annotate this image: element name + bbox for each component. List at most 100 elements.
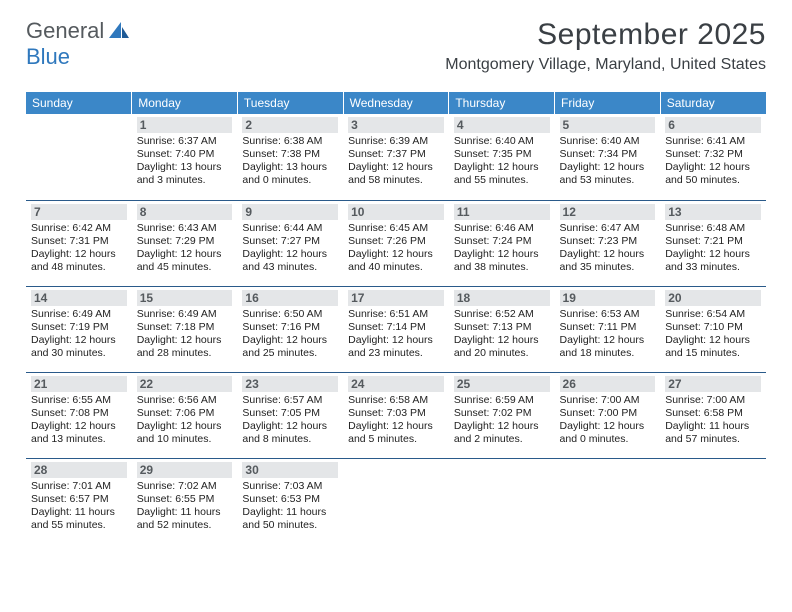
calendar-day-cell: 26 Sunrise: 7:00 AMSunset: 7:00 PMDayligh…: [555, 372, 661, 458]
day-info: Sunrise: 6:39 AMSunset: 7:37 PMDaylight:…: [348, 135, 444, 188]
calendar-page: General September 2025 Montgomery Villag…: [0, 0, 792, 554]
calendar-day-cell: [26, 114, 132, 200]
day-info: Sunrise: 6:47 AMSunset: 7:23 PMDaylight:…: [560, 222, 656, 275]
day-number: 26: [560, 376, 656, 392]
day-info: Sunrise: 6:43 AMSunset: 7:29 PMDaylight:…: [137, 222, 233, 275]
day-number: 4: [454, 117, 550, 133]
weekday-header: Wednesday: [343, 92, 449, 114]
calendar-day-cell: 27Sunrise: 7:00 AMSunset: 6:58 PMDayligh…: [660, 372, 766, 458]
location: Montgomery Village, Maryland, United Sta…: [445, 56, 766, 74]
day-number: 2: [242, 117, 338, 133]
calendar-week-row: 21Sunrise: 6:55 AMSunset: 7:08 PMDayligh…: [26, 372, 766, 458]
day-info: Sunrise: 6:56 AMSunset: 7:06 PMDaylight:…: [137, 394, 233, 447]
calendar-body: 1Sunrise: 6:37 AMSunset: 7:40 PMDaylight…: [26, 114, 766, 544]
day-info: Sunrise: 6:45 AMSunset: 7:26 PMDaylight:…: [348, 222, 444, 275]
day-number: 21: [31, 376, 127, 392]
day-info: Sunrise: 7:03 AMSunset: 6:53 PMDaylight:…: [242, 480, 338, 533]
day-info: Sunrise: 6:59 AMSunset: 7:02 PMDaylight:…: [454, 394, 550, 447]
day-number: 13: [665, 204, 761, 220]
calendar-day-cell: 29 Sunrise: 7:02 AMSunset: 6:55 PMDayligh…: [132, 458, 238, 544]
calendar-day-cell: 2 Sunrise: 6:38 AMSunset: 7:38 PMDaylight…: [237, 114, 343, 200]
weekday-header: Tuesday: [237, 92, 343, 114]
calendar-day-cell: 6 Sunrise: 6:41 AMSunset: 7:32 PMDaylight…: [660, 114, 766, 200]
day-number: 11: [454, 204, 550, 220]
day-number: 3: [348, 117, 444, 133]
day-info: Sunrise: 6:58 AMSunset: 7:03 PMDaylight:…: [348, 394, 444, 447]
day-info: Sunrise: 6:51 AMSunset: 7:14 PMDaylight:…: [348, 308, 444, 361]
day-number: 20: [665, 290, 761, 306]
day-info: Sunrise: 6:54 AMSunset: 7:10 PMDaylight:…: [665, 308, 761, 361]
weekday-header-row: SundayMondayTuesdayWednesdayThursdayFrid…: [26, 92, 766, 114]
day-number: 12: [560, 204, 656, 220]
calendar-day-cell: 12 Sunrise: 6:47 AMSunset: 7:23 PMDayligh…: [555, 200, 661, 286]
day-number: 28: [31, 462, 127, 478]
day-info: Sunrise: 6:53 AMSunset: 7:11 PMDaylight:…: [560, 308, 656, 361]
day-number: 1: [137, 117, 233, 133]
calendar-day-cell: 18 Sunrise: 6:52 AMSunset: 7:13 PMDayligh…: [449, 286, 555, 372]
weekday-header: Sunday: [26, 92, 132, 114]
day-number: 19: [560, 290, 656, 306]
calendar-day-cell: 3 Sunrise: 6:39 AMSunset: 7:37 PMDaylight…: [343, 114, 449, 200]
day-info: Sunrise: 6:52 AMSunset: 7:13 PMDaylight:…: [454, 308, 550, 361]
day-info: Sunrise: 6:48 AMSunset: 7:21 PMDaylight:…: [665, 222, 761, 275]
calendar-week-row: 7 Sunrise: 6:42 AMSunset: 7:31 PMDaylight…: [26, 200, 766, 286]
calendar-week-row: 1Sunrise: 6:37 AMSunset: 7:40 PMDaylight…: [26, 114, 766, 200]
weekday-header: Saturday: [660, 92, 766, 114]
day-number: 8: [137, 204, 233, 220]
calendar-day-cell: 28 Sunrise: 7:01 AMSunset: 6:57 PMDayligh…: [26, 458, 132, 544]
day-info: Sunrise: 6:57 AMSunset: 7:05 PMDaylight:…: [242, 394, 338, 447]
day-number: 10: [348, 204, 444, 220]
day-number: 14: [31, 290, 127, 306]
calendar-week-row: 28 Sunrise: 7:01 AMSunset: 6:57 PMDayligh…: [26, 458, 766, 544]
day-info: Sunrise: 7:02 AMSunset: 6:55 PMDaylight:…: [137, 480, 233, 533]
weekday-header: Monday: [132, 92, 238, 114]
calendar-day-cell: 13 Sunrise: 6:48 AMSunset: 7:21 PMDayligh…: [660, 200, 766, 286]
day-number: 23: [242, 376, 338, 392]
day-info: Sunrise: 7:01 AMSunset: 6:57 PMDaylight:…: [31, 480, 127, 533]
calendar-day-cell: 20 Sunrise: 6:54 AMSunset: 7:10 PMDayligh…: [660, 286, 766, 372]
calendar-day-cell: 14Sunrise: 6:49 AMSunset: 7:19 PMDayligh…: [26, 286, 132, 372]
weekday-header: Thursday: [449, 92, 555, 114]
day-info: Sunrise: 6:38 AMSunset: 7:38 PMDaylight:…: [242, 135, 338, 188]
day-number: 29: [137, 462, 233, 478]
day-number: 30: [242, 462, 338, 478]
day-info: Sunrise: 6:42 AMSunset: 7:31 PMDaylight:…: [31, 222, 127, 275]
day-number: 16: [242, 290, 338, 306]
day-number: 6: [665, 117, 761, 133]
day-number: 18: [454, 290, 550, 306]
calendar-day-cell: 10 Sunrise: 6:45 AMSunset: 7:26 PMDayligh…: [343, 200, 449, 286]
day-number: 25: [454, 376, 550, 392]
logo: General: [26, 18, 132, 44]
day-number: 17: [348, 290, 444, 306]
day-info: Sunrise: 6:49 AMSunset: 7:18 PMDaylight:…: [137, 308, 233, 361]
calendar-day-cell: 24Sunrise: 6:58 AMSunset: 7:03 PMDayligh…: [343, 372, 449, 458]
calendar-day-cell: 30 Sunrise: 7:03 AMSunset: 6:53 PMDayligh…: [237, 458, 343, 544]
calendar-day-cell: 16 Sunrise: 6:50 AMSunset: 7:16 PMDayligh…: [237, 286, 343, 372]
day-number: 7: [31, 204, 127, 220]
calendar-day-cell: 1Sunrise: 6:37 AMSunset: 7:40 PMDaylight…: [132, 114, 238, 200]
calendar-day-cell: [555, 458, 661, 544]
day-info: Sunrise: 6:40 AMSunset: 7:35 PMDaylight:…: [454, 135, 550, 188]
day-info: Sunrise: 7:00 AMSunset: 7:00 PMDaylight:…: [560, 394, 656, 447]
calendar-day-cell: 19 Sunrise: 6:53 AMSunset: 7:11 PMDayligh…: [555, 286, 661, 372]
day-info: Sunrise: 6:44 AMSunset: 7:27 PMDaylight:…: [242, 222, 338, 275]
day-number: 5: [560, 117, 656, 133]
calendar-day-cell: 25 Sunrise: 6:59 AMSunset: 7:02 PMDayligh…: [449, 372, 555, 458]
calendar-day-cell: 23 Sunrise: 6:57 AMSunset: 7:05 PMDayligh…: [237, 372, 343, 458]
calendar-day-cell: 9 Sunrise: 6:44 AMSunset: 7:27 PMDaylight…: [237, 200, 343, 286]
day-info: Sunrise: 6:40 AMSunset: 7:34 PMDaylight:…: [560, 135, 656, 188]
month-title: September 2025: [445, 18, 766, 52]
calendar-week-row: 14Sunrise: 6:49 AMSunset: 7:19 PMDayligh…: [26, 286, 766, 372]
day-number: 9: [242, 204, 338, 220]
day-info: Sunrise: 6:50 AMSunset: 7:16 PMDaylight:…: [242, 308, 338, 361]
calendar-table: SundayMondayTuesdayWednesdayThursdayFrid…: [26, 92, 766, 544]
day-info: Sunrise: 6:41 AMSunset: 7:32 PMDaylight:…: [665, 135, 761, 188]
logo-text-blue: Blue: [26, 44, 70, 69]
calendar-day-cell: 15Sunrise: 6:49 AMSunset: 7:18 PMDayligh…: [132, 286, 238, 372]
day-info: Sunrise: 6:46 AMSunset: 7:24 PMDaylight:…: [454, 222, 550, 275]
calendar-day-cell: 7 Sunrise: 6:42 AMSunset: 7:31 PMDaylight…: [26, 200, 132, 286]
sail-icon: [108, 21, 130, 44]
weekday-header: Friday: [555, 92, 661, 114]
calendar-day-cell: 5 Sunrise: 6:40 AMSunset: 7:34 PMDaylight…: [555, 114, 661, 200]
calendar-day-cell: [660, 458, 766, 544]
